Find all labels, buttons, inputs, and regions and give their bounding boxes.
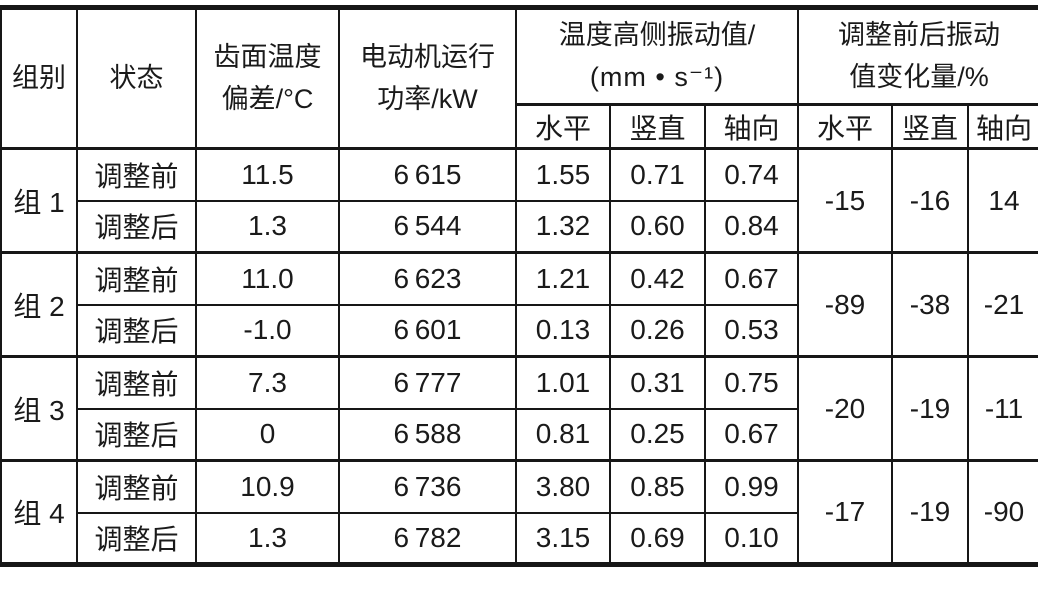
vib-horizontal-cell: 1.01 [515,355,611,410]
col-header-vibration-value: 温度高侧振动值/ (mm • s⁻¹) [515,6,799,106]
change-axial-cell: -11 [966,355,1038,462]
col-header-vibration-unit: (mm • s⁻¹) [589,61,725,92]
table-row: 组 4 调整前 10.9 6 736 3.80 0.85 0.99 -17 -1… [0,459,1038,566]
temp-cell: 10.9 [195,459,340,514]
vib-horizontal-cell: 3.80 [515,459,611,514]
vib-axial-cell: 0.67 [704,407,799,462]
group-label: 组 1 [0,147,78,254]
subcol-vib-horizontal: 水平 [515,103,611,150]
group-label: 组 3 [0,355,78,462]
subcol-chg-vertical: 竖直 [891,103,969,150]
col-header-motor-power: 电动机运行 功率/kW [338,6,517,150]
table-body: 组 1 调整前 11.5 6 615 1.55 0.71 0.74 -15 -1… [0,147,1038,566]
temp-cell: 1.3 [195,511,340,566]
vib-horizontal-cell: 0.13 [515,303,611,358]
temp-cell: 7.3 [195,355,340,410]
power-cell: 6 623 [338,251,517,306]
power-cell: 6 588 [338,407,517,462]
table-row: 组 1 调整前 11.5 6 615 1.55 0.71 0.74 -15 -1… [0,147,1038,254]
table-row: 组 2 调整前 11.0 6 623 1.21 0.42 0.67 -89 -3… [0,251,1038,358]
header-row-subcolumns: 水平 竖直 轴向 水平 竖直 轴向 [1,103,1038,150]
table-header: 组别 状态 齿面温度 偏差/°C 电动机运行 功率/kW 温度高侧振动值/ (m… [0,6,1038,150]
col-header-change-percent: 调整前后振动 值变化量/% [796,6,1038,106]
power-cell: 6 782 [338,511,517,566]
group-label: 组 2 [0,251,78,358]
change-axial-cell: -21 [966,251,1038,358]
change-axial-cell: 14 [966,147,1038,254]
subcol-vib-vertical: 竖直 [609,103,706,150]
change-horizontal-cell: -20 [797,355,893,462]
state-cell: 调整前 [76,355,197,410]
vib-vertical-cell: 0.26 [609,303,706,358]
vib-axial-cell: 0.74 [704,147,799,202]
state-cell: 调整后 [76,511,197,566]
change-vertical-cell: -16 [891,147,969,254]
power-cell: 6 777 [338,355,517,410]
table-row: 调整后 -1.0 6 601 0.13 0.26 0.53 [1,303,1038,358]
change-horizontal-cell: -15 [797,147,893,254]
power-cell: 6 615 [338,147,517,202]
col-header-temp-line1: 齿面温度 [213,41,322,72]
table-row: 调整后 1.3 6 782 3.15 0.69 0.10 [1,511,1038,566]
col-header-vibration-line1: 温度高侧振动值/ [558,19,756,50]
vib-axial-cell: 0.84 [704,199,799,254]
power-cell: 6 736 [338,459,517,514]
col-header-group: 组别 [0,6,78,150]
vib-vertical-cell: 0.42 [609,251,706,306]
vib-horizontal-cell: 3.15 [515,511,611,566]
state-cell: 调整后 [76,303,197,358]
change-vertical-cell: -19 [891,459,969,566]
vib-vertical-cell: 0.31 [609,355,706,410]
change-vertical-cell: -19 [891,355,969,462]
group-label: 组 4 [0,459,78,566]
table-row: 组 3 调整前 7.3 6 777 1.01 0.31 0.75 -20 -19… [0,355,1038,462]
vib-horizontal-cell: 0.81 [515,407,611,462]
vib-axial-cell: 0.75 [704,355,799,410]
data-table: 组别 状态 齿面温度 偏差/°C 电动机运行 功率/kW 温度高侧振动值/ (m… [0,5,1038,567]
state-cell: 调整后 [76,407,197,462]
table-row: 调整后 0 6 588 0.81 0.25 0.67 [1,407,1038,462]
temp-cell: 1.3 [195,199,340,254]
vib-vertical-cell: 0.60 [609,199,706,254]
vib-axial-cell: 0.53 [704,303,799,358]
col-header-change-line1: 调整前后振动 [838,19,1000,50]
change-axial-cell: -90 [966,459,1038,566]
change-vertical-cell: -38 [891,251,969,358]
vib-vertical-cell: 0.85 [609,459,706,514]
vib-axial-cell: 0.10 [704,511,799,566]
table-row: 调整后 1.3 6 544 1.32 0.60 0.84 [1,199,1038,254]
col-header-change-line2: 值变化量/% [849,61,989,92]
temp-cell: 11.5 [195,147,340,202]
subcol-vib-axial: 轴向 [704,103,799,150]
change-horizontal-cell: -89 [797,251,893,358]
vib-vertical-cell: 0.69 [609,511,706,566]
col-header-power-line1: 电动机运行 [360,41,495,72]
vib-axial-cell: 0.67 [704,251,799,306]
subcol-chg-horizontal: 水平 [797,103,893,150]
change-horizontal-cell: -17 [797,459,893,566]
vib-vertical-cell: 0.25 [609,407,706,462]
state-cell: 调整前 [76,147,197,202]
power-cell: 6 601 [338,303,517,358]
vib-horizontal-cell: 1.21 [515,251,611,306]
vib-horizontal-cell: 1.55 [515,147,611,202]
col-header-temp-deviation: 齿面温度 偏差/°C [195,6,340,150]
header-row-groups: 组别 状态 齿面温度 偏差/°C 电动机运行 功率/kW 温度高侧振动值/ (m… [0,6,1038,150]
col-header-power-line2: 功率/kW [377,83,478,114]
temp-cell: -1.0 [195,303,340,358]
state-cell: 调整前 [76,459,197,514]
temp-cell: 0 [195,407,340,462]
subcol-chg-axial: 轴向 [966,103,1038,150]
col-header-temp-line2: 偏差/°C [221,83,314,114]
vib-vertical-cell: 0.71 [609,147,706,202]
temp-cell: 11.0 [195,251,340,306]
vib-axial-cell: 0.99 [704,459,799,514]
vib-horizontal-cell: 1.32 [515,199,611,254]
state-cell: 调整后 [76,199,197,254]
state-cell: 调整前 [76,251,197,306]
col-header-state: 状态 [76,6,197,150]
power-cell: 6 544 [338,199,517,254]
